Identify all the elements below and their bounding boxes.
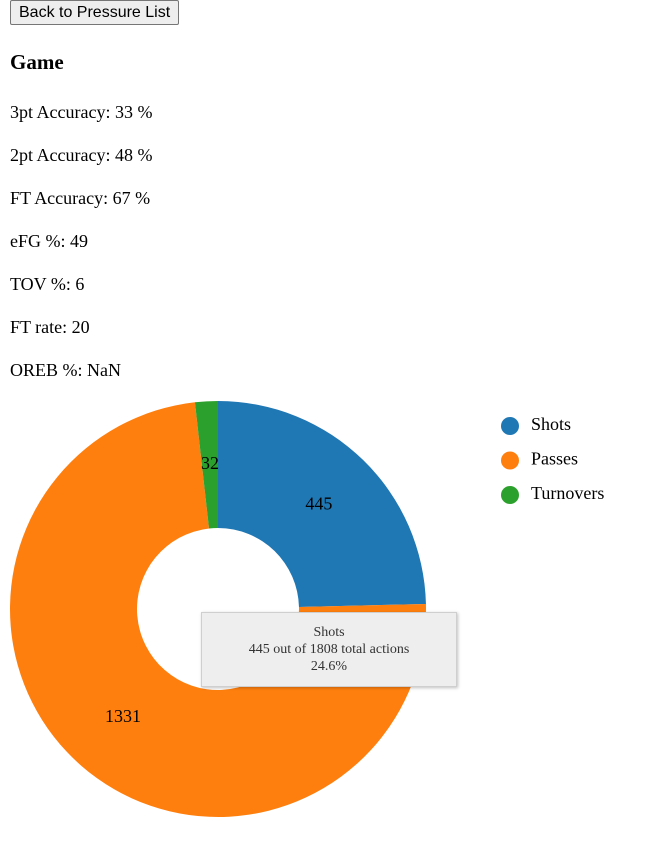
slice-passes[interactable]	[9, 402, 426, 817]
stat-tov: TOV %: 6	[10, 274, 85, 294]
tooltip-detail: 445 out of 1808 total actions	[248, 642, 410, 657]
tooltip-percent: 24.6%	[310, 659, 348, 674]
slices-group	[9, 401, 426, 817]
legend-swatch-turnovers	[501, 486, 519, 504]
tooltip-title: Shots	[313, 625, 345, 640]
legend-label-passes: Passes	[531, 449, 578, 469]
legend-swatch-shots	[501, 417, 519, 435]
stat-2pt-accuracy: 2pt Accuracy: 48 %	[10, 145, 153, 165]
slice-label-shots: 445	[305, 494, 332, 514]
legend-swatch-passes	[501, 451, 519, 470]
stat-efg: eFG %: 49	[10, 231, 88, 251]
page-title: Game	[10, 50, 64, 74]
legend-label-shots: Shots	[531, 414, 571, 434]
stat-oreb: OREB %: NaN	[10, 360, 121, 380]
legend-label-turnovers: Turnovers	[531, 483, 604, 503]
slice-turnovers[interactable]	[194, 401, 218, 529]
chart-tooltip: Shots 445 out of 1808 total actions 24.6…	[201, 612, 457, 687]
stat-ft-accuracy: FT Accuracy: 67 %	[10, 188, 151, 208]
back-to-pressure-list-button[interactable]: Back to Pressure List	[10, 0, 180, 25]
slice-label-passes: 1331	[105, 706, 141, 726]
slice-shots[interactable]	[218, 401, 426, 608]
slice-label-turnovers: 32	[201, 453, 219, 473]
stat-3pt-accuracy: 3pt Accuracy: 33 %	[10, 102, 153, 122]
slice-labels-group: 445 1331 32	[105, 453, 332, 726]
stat-ft-rate: FT rate: 20	[10, 317, 90, 337]
donut-chart: 445 1331 32 Shots Passes Turnovers	[9, 401, 604, 817]
legend: Shots Passes Turnovers	[501, 414, 604, 504]
